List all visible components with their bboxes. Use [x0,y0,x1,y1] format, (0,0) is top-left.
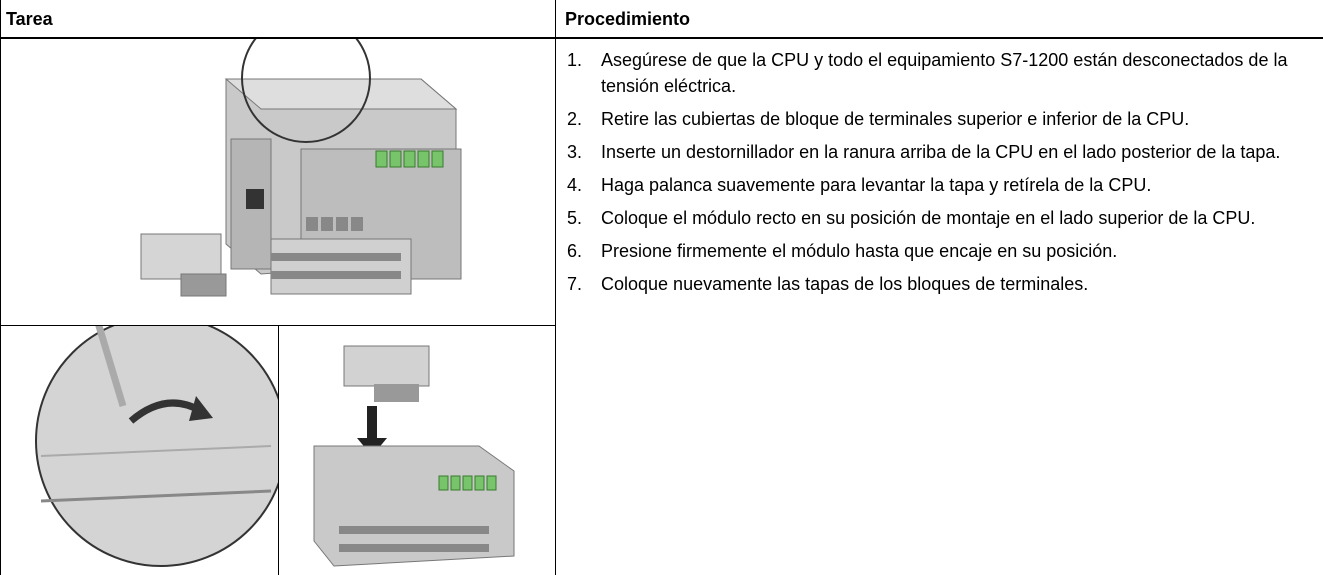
step: 6. Presione firmemente el módulo hasta qu… [565,238,1315,264]
detail-illustration [35,326,278,567]
step-text: Retire las cubiertas de bloque de termin… [601,109,1190,129]
border [0,0,1,575]
header-cell: Procedimiento [565,9,691,29]
step-text: Coloque nuevamente las tapas de los bloq… [601,274,1089,294]
step-number: 2. [567,109,583,129]
step-text: Presione firmemente el módulo hasta que … [601,241,1118,261]
step-number: 3. [567,142,583,162]
step-number: 4. [567,175,583,195]
step-number: 1. [567,50,583,70]
insert-illustration [313,345,515,567]
step: 2. Retire las cubiertas de bloque de term… [565,106,1315,132]
step-number: 5. [567,208,583,228]
step: 3. Inserte un destornillador en la ranura… [565,139,1315,165]
step: 5. Coloque el módulo recto en su posición… [565,205,1315,231]
step-text: Coloque el módulo recto en su posición d… [601,208,1256,228]
border [278,325,279,575]
step-text: Inserte un destornillador en la ranura a… [601,142,1281,162]
step-number: 6. [567,241,583,261]
cpu-illustration [140,39,462,297]
steps-cell: 1. Asegúrese de que la CPU y todo el equi… [565,47,1315,304]
step: 7. Coloque nuevamente las tapas de los bl… [565,271,1315,297]
header-rule [0,37,1323,39]
header-cell: Tarea [6,9,53,29]
step-text: Haga palanca suavemente para levantar la… [601,175,1152,195]
step-text: Asegúrese de que la CPU y todo el equipa… [601,50,1288,96]
step-number: 7. [567,274,583,294]
steps-list: 1. Asegúrese de que la CPU y todo el equi… [565,47,1315,297]
step: 1. Asegúrese de que la CPU y todo el equi… [565,47,1315,99]
border [555,0,556,575]
step: 4. Haga palanca suavemente para levantar … [565,172,1315,198]
